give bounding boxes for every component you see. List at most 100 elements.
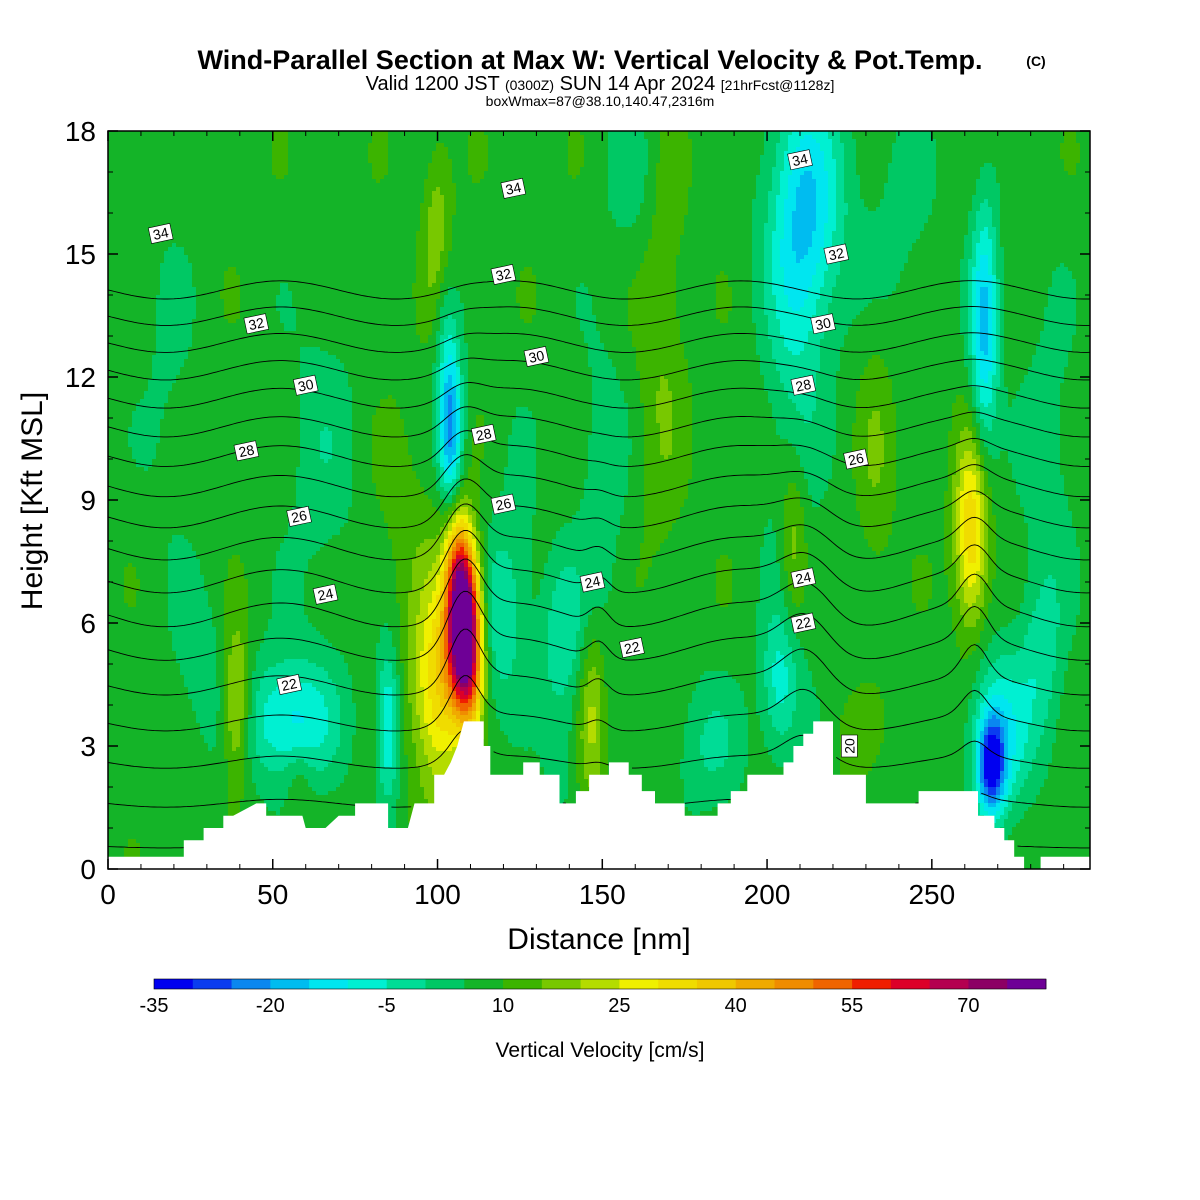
theta-contour-line: [108, 332, 1090, 353]
theta-contour-label: 34: [147, 223, 174, 244]
colorbar-swatch: [425, 979, 465, 989]
plot-area: 20 22 22 22 24 24 24 26 26 26 28 28 28 30 30 30 32 32 32 34…: [108, 131, 1090, 869]
theta-contour-line: [108, 675, 1090, 732]
x-tick-label: 50: [257, 879, 288, 910]
colorbar-swatch: [813, 979, 853, 989]
subtitle-valid-time: Valid 1200 JST: [366, 73, 500, 95]
x-axis-title: Distance [nm]: [507, 923, 690, 956]
copyright-mark: (C): [1026, 53, 1045, 69]
colorbar-swatch: [619, 979, 659, 989]
colorbar-swatch: [464, 979, 504, 989]
subtitle-box-wmax: boxWmax=87@38.10,140.47,2316m: [486, 93, 715, 109]
theta-contour-line: [108, 731, 1090, 769]
theta-contour-label: 26: [490, 493, 517, 515]
colorbar-swatch: [541, 979, 582, 989]
colorbar-swatch: [852, 979, 892, 989]
potential-temperature-contours: [108, 280, 1090, 849]
chart-title: Wind-Parallel Section at Max W: Vertical…: [198, 45, 983, 75]
theta-contour-label: 24: [312, 583, 339, 605]
x-tick-label: 150: [579, 879, 626, 910]
theta-contour-label: 24: [790, 567, 817, 589]
y-tick-label: 3: [80, 731, 96, 762]
theta-contour-label: 30: [810, 313, 836, 335]
vertical-velocity-field: [108, 131, 1090, 869]
theta-contour-label: 34: [500, 177, 527, 199]
theta-contour-label: 32: [243, 313, 270, 335]
x-tick-label: 0: [100, 879, 116, 910]
theta-contour-line: [108, 280, 1090, 300]
theta-contour-line: [108, 306, 1090, 326]
theta-contour-label: 22: [276, 674, 302, 695]
colorbar-frame: [153, 978, 1047, 990]
colorbar-title: Vertical Velocity [cm/s]: [496, 1039, 705, 1062]
theta-contour-line: [108, 792, 1090, 808]
colorbar-tick-label: -5: [378, 995, 396, 1017]
subtitle-forecast: [21hrFcst@1128z]: [721, 77, 835, 93]
colorbar-swatch: [1007, 979, 1047, 989]
theta-contour-label: 32: [823, 243, 850, 265]
theta-contour-line: [108, 478, 1090, 529]
y-tick-label: 15: [65, 239, 96, 270]
theta-contour-label: 28: [470, 423, 497, 445]
y-tick-label: 18: [65, 116, 96, 147]
theta-contour-label: 22: [790, 612, 817, 634]
colorbar-swatch: [890, 979, 931, 989]
y-tick-label: 12: [65, 362, 96, 393]
theta-contour-label: 28: [790, 374, 817, 396]
colorbar-tick-label: -20: [256, 995, 285, 1017]
theta-contour-label: 20: [841, 734, 858, 758]
subtitle-date: SUN 14 Apr 2024: [560, 73, 716, 95]
colorbar-tick-label: 70: [957, 995, 979, 1017]
colorbar-swatch: [774, 979, 814, 989]
colorbar-swatch: [270, 979, 310, 989]
terrain-mask: [108, 721, 1090, 869]
colorbar-swatch: [503, 979, 543, 989]
x-tick-label: 200: [744, 879, 791, 910]
colorbar-swatch: [347, 979, 388, 989]
colorbar-swatch: [580, 979, 620, 989]
colorbar-swatch: [154, 979, 194, 989]
y-axis-title: Height [Kft MSL]: [16, 392, 49, 610]
colorbar-swatch: [386, 979, 426, 989]
theta-contour-label: 34: [787, 149, 813, 171]
y-tick-label: 0: [80, 854, 96, 885]
subtitle-utc-time: (0300Z): [505, 77, 554, 93]
theta-contour-line: [108, 503, 1090, 561]
theta-contour-label: 32: [490, 264, 517, 285]
theta-contour-label: 24: [579, 571, 606, 593]
colorbar-swatch: [231, 979, 271, 989]
theta-contour-label: 22: [619, 637, 645, 659]
colorbar-swatch: [735, 979, 775, 989]
theta-contour-line: [108, 558, 1090, 628]
colorbar-tick-label: 10: [492, 995, 514, 1017]
colorbar-tick-label: -35: [140, 995, 169, 1017]
theta-contour-label: 30: [292, 374, 319, 396]
theta-contour-line: [108, 430, 1090, 467]
colorbar-tick-label: 40: [725, 995, 747, 1017]
x-tick-label: 100: [414, 879, 461, 910]
colorbar-swatch: [696, 979, 737, 989]
colorbar-swatch: [929, 979, 969, 989]
theta-contour-line: [108, 590, 1090, 661]
colorbar-tick-label: 25: [608, 995, 630, 1017]
y-axis: 0 3 6 9 12 15 18: [65, 116, 1090, 885]
theta-contour-line: [108, 628, 1090, 696]
contour-labels: 20 22 22 22 24 24 24 26 26 26 28 28 28 30 30 30 32 32 32 34…: [147, 149, 869, 758]
y-tick-label: 6: [80, 608, 96, 639]
theta-contour-label: 26: [843, 448, 869, 470]
colorbar-swatch: [309, 979, 349, 989]
colorbar-swatch: [192, 979, 232, 989]
y-tick-label: 9: [80, 485, 96, 516]
theta-contour-label: 30: [523, 346, 550, 367]
theta-contour-label: 26: [286, 505, 312, 527]
theta-contour-line: [108, 357, 1090, 381]
theta-contour-line: [108, 406, 1090, 438]
theta-contour-label: 28: [233, 440, 260, 462]
colorbar-tick-label: 55: [841, 995, 863, 1017]
colorbar: -35 -20 -5 10 25 40 55 70: [140, 978, 1047, 1017]
theta-contour-line: [108, 382, 1090, 409]
x-tick-label: 250: [908, 879, 955, 910]
theta-contour-line: [108, 845, 1090, 849]
colorbar-swatch: [658, 979, 698, 989]
